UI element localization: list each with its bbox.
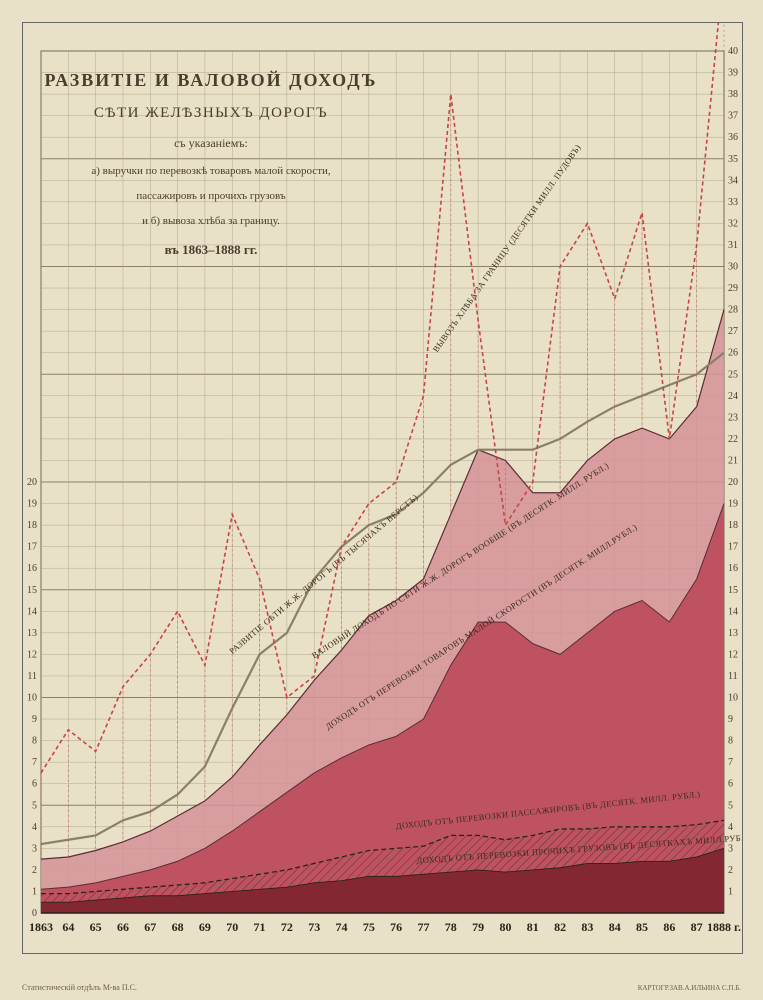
svg-text:10: 10 (27, 693, 37, 704)
svg-text:19: 19 (728, 499, 738, 510)
svg-text:28: 28 (728, 305, 738, 316)
svg-text:12: 12 (728, 649, 738, 660)
svg-text:65: 65 (90, 920, 102, 934)
svg-text:1: 1 (32, 886, 37, 897)
svg-text:74: 74 (336, 920, 348, 934)
svg-text:5: 5 (32, 800, 37, 811)
svg-text:18: 18 (27, 520, 37, 531)
svg-text:34: 34 (728, 175, 738, 186)
svg-text:39: 39 (728, 68, 738, 79)
svg-text:75: 75 (363, 920, 375, 934)
svg-text:82: 82 (554, 920, 566, 934)
svg-text:16: 16 (27, 563, 37, 574)
svg-text:70: 70 (226, 920, 238, 934)
svg-text:9: 9 (32, 714, 37, 725)
svg-text:23: 23 (728, 412, 738, 423)
svg-text:84: 84 (609, 920, 621, 934)
svg-text:73: 73 (308, 920, 320, 934)
svg-text:13: 13 (27, 628, 37, 639)
svg-text:7: 7 (728, 757, 733, 768)
svg-text:78: 78 (445, 920, 457, 934)
svg-text:11: 11 (728, 671, 738, 682)
svg-text:87: 87 (691, 920, 703, 934)
svg-text:3: 3 (728, 843, 733, 854)
svg-text:14: 14 (27, 606, 37, 617)
title-item-a: a) выручки по перевозкѣ товаровъ малой с… (36, 161, 386, 182)
svg-text:26: 26 (728, 348, 738, 359)
svg-text:33: 33 (728, 197, 738, 208)
svg-text:37: 37 (728, 111, 738, 122)
svg-text:8: 8 (728, 736, 733, 747)
svg-text:20: 20 (27, 477, 37, 488)
svg-text:77: 77 (417, 920, 429, 934)
svg-text:1888 г.: 1888 г. (707, 920, 741, 934)
svg-text:22: 22 (728, 434, 738, 445)
title-sub: СѢТИ ЖЕЛѢЗНЫХЪ ДОРОГЪ (36, 105, 386, 122)
svg-text:8: 8 (32, 736, 37, 747)
title-years: въ 1863–1888 гг. (36, 242, 386, 258)
svg-text:81: 81 (527, 920, 539, 934)
svg-text:9: 9 (728, 714, 733, 725)
svg-text:21: 21 (728, 455, 738, 466)
svg-text:79: 79 (472, 920, 484, 934)
svg-text:6: 6 (728, 779, 733, 790)
svg-text:2: 2 (32, 865, 37, 876)
svg-text:15: 15 (728, 585, 738, 596)
svg-text:64: 64 (62, 920, 74, 934)
svg-text:71: 71 (254, 920, 266, 934)
svg-text:0: 0 (32, 908, 37, 919)
svg-text:24: 24 (728, 391, 738, 402)
svg-text:67: 67 (144, 920, 156, 934)
svg-text:32: 32 (728, 218, 738, 229)
svg-text:10: 10 (728, 693, 738, 704)
svg-text:12: 12 (27, 649, 37, 660)
title-main: РАЗВИТІЕ И ВАЛОВОЙ ДОХОДЪ (36, 70, 386, 91)
svg-text:30: 30 (728, 262, 738, 273)
svg-text:16: 16 (728, 563, 738, 574)
svg-text:66: 66 (117, 920, 129, 934)
svg-text:5: 5 (728, 800, 733, 811)
svg-text:6: 6 (32, 779, 37, 790)
svg-text:1: 1 (728, 886, 733, 897)
svg-text:86: 86 (663, 920, 675, 934)
svg-text:17: 17 (728, 542, 738, 553)
svg-text:20: 20 (728, 477, 738, 488)
svg-text:80: 80 (499, 920, 511, 934)
svg-text:29: 29 (728, 283, 738, 294)
svg-text:3: 3 (32, 843, 37, 854)
svg-text:2: 2 (728, 865, 733, 876)
svg-text:1863: 1863 (29, 920, 53, 934)
svg-text:27: 27 (728, 326, 738, 337)
svg-text:13: 13 (728, 628, 738, 639)
svg-text:7: 7 (32, 757, 37, 768)
svg-text:38: 38 (728, 89, 738, 100)
svg-text:14: 14 (728, 606, 738, 617)
svg-text:83: 83 (581, 920, 593, 934)
svg-text:4: 4 (32, 822, 37, 833)
svg-text:40: 40 (728, 46, 738, 57)
svg-text:11: 11 (27, 671, 37, 682)
svg-text:36: 36 (728, 132, 738, 143)
page: 0123456789101112131415161718192012345678… (0, 0, 763, 1000)
svg-text:68: 68 (172, 920, 184, 934)
svg-text:35: 35 (728, 154, 738, 165)
svg-text:25: 25 (728, 369, 738, 380)
svg-text:76: 76 (390, 920, 402, 934)
title-note: съ указаніемъ: (36, 136, 386, 151)
footer-credit-left: Статистическій отдѣлъ М-ва П.С. (22, 983, 137, 992)
svg-text:17: 17 (27, 542, 37, 553)
title-item-a2: пассажировъ и прочихъ грузовъ (36, 186, 386, 207)
svg-text:19: 19 (27, 499, 37, 510)
footer-credit-right: КАРТОГР.ЗАВ.А.ИЛЬИНА С.П.Б. (638, 984, 741, 992)
svg-text:15: 15 (27, 585, 37, 596)
svg-text:18: 18 (728, 520, 738, 531)
svg-text:72: 72 (281, 920, 293, 934)
title-block: РАЗВИТІЕ И ВАЛОВОЙ ДОХОДЪ СѢТИ ЖЕЛѢЗНЫХЪ… (36, 70, 386, 258)
svg-text:85: 85 (636, 920, 648, 934)
svg-text:69: 69 (199, 920, 211, 934)
title-item-b: и б) вывоза хлѣба за границу. (36, 211, 386, 232)
svg-text:31: 31 (728, 240, 738, 251)
svg-text:4: 4 (728, 822, 733, 833)
